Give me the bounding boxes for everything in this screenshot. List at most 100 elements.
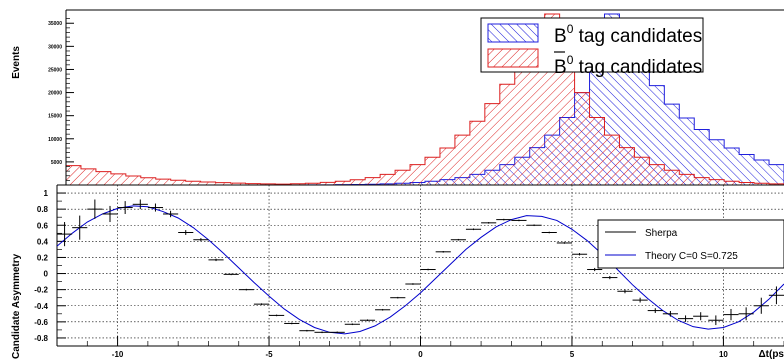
sherpa-point [420, 268, 436, 271]
sherpa-point [617, 289, 633, 294]
sherpa-point [284, 322, 300, 325]
hist-bin [514, 63, 530, 185]
hist-bin [679, 174, 695, 185]
sherpa-point [556, 242, 572, 244]
hist-bin [245, 183, 261, 185]
hist-bin [110, 173, 126, 185]
top-legend: B0 tag candidates B0 tag candidates [480, 17, 704, 78]
bottom-x-tick-label: -10 [112, 350, 124, 359]
sherpa-point [269, 314, 285, 317]
hist-bin [469, 121, 485, 185]
sherpa-point [193, 238, 209, 242]
hist-bin [559, 55, 575, 185]
bottom-y-tick-label: -0.6 [34, 318, 48, 327]
hist-bin [709, 179, 725, 185]
sherpa-point [465, 228, 482, 231]
sherpa-point [57, 222, 73, 247]
top-y-axis-title: Events [11, 46, 22, 79]
hist-bin [260, 183, 276, 185]
bottom-y-axis-title: Candidate Asymmetry [11, 253, 22, 359]
sherpa-point [435, 251, 451, 253]
sherpa-point [723, 308, 739, 321]
hist-bin [529, 41, 545, 185]
sherpa-point [359, 319, 376, 322]
sherpa-point [632, 297, 648, 303]
sherpa-point [708, 315, 724, 326]
legend-swatch-b0 [487, 23, 539, 43]
hist-bin [125, 175, 141, 185]
hist-bin [769, 164, 784, 185]
bottom-x-tick-label: 5 [570, 350, 575, 359]
hist-bin [410, 164, 425, 185]
sherpa-point [344, 323, 360, 326]
hist-bin [95, 171, 111, 185]
bottom-legend-box [597, 219, 784, 269]
hist-bin [335, 181, 351, 185]
hist-bin [709, 139, 725, 185]
sherpa-point [299, 329, 315, 332]
hist-bin [290, 183, 306, 185]
sherpa-point [314, 331, 330, 334]
bottom-y-tick-label: 0.2 [37, 253, 49, 262]
sherpa-point [511, 219, 527, 222]
hist-bin [200, 181, 216, 185]
hist-bin [454, 135, 470, 185]
sherpa-point [238, 288, 254, 291]
legend-label-b0: B0 tag candidates [554, 22, 702, 47]
sherpa-point [329, 331, 345, 334]
bottom-x-axis-title: Δt(ps [758, 349, 784, 360]
hist-bin [155, 179, 171, 185]
hist-bin [484, 103, 500, 185]
top-y-tick-label: 10000 [48, 137, 62, 143]
bottom-y-tick-label: 0 [44, 270, 49, 279]
sherpa-point [72, 215, 88, 240]
sherpa-point [147, 203, 164, 212]
legend-label-sherpa: Sherpa [645, 228, 678, 239]
bottom-x-tick-label: -5 [265, 350, 273, 359]
bottom-y-tick-label: 0.6 [37, 221, 49, 230]
hist-bin [365, 177, 381, 185]
hist-bin [679, 117, 695, 185]
sherpa-point [102, 205, 118, 223]
hist-bin [694, 129, 710, 185]
sherpa-point [178, 230, 194, 235]
top-y-tick-label: 20000 [48, 91, 62, 97]
sherpa-point [571, 253, 588, 256]
sherpa-point [677, 315, 694, 322]
hist-bin [395, 170, 411, 185]
hist-bin [439, 148, 455, 185]
sherpa-point [390, 296, 406, 299]
hist-bin [664, 104, 680, 185]
histogram-b0bar [66, 13, 784, 185]
hist-bin [649, 85, 665, 185]
hist-bin [604, 135, 620, 185]
sherpa-point [208, 258, 224, 262]
hist-bin [694, 177, 710, 185]
bottom-y-tick-label: -0.2 [34, 286, 48, 295]
sherpa-point [647, 308, 663, 313]
sherpa-point [496, 218, 512, 221]
hist-outline [66, 13, 784, 185]
hist-bin [215, 182, 231, 185]
sherpa-point [693, 312, 709, 321]
sherpa-point [662, 310, 678, 317]
sherpa-point [375, 308, 391, 311]
sherpa-point [253, 303, 270, 305]
bottom-y-tick-label: 0.8 [37, 205, 49, 214]
hist-bin [230, 183, 246, 185]
hist-bin [320, 182, 336, 185]
sherpa-point [541, 231, 557, 234]
hist-bin [80, 168, 96, 185]
hist-bin [380, 174, 396, 185]
hist-bin [499, 84, 515, 185]
hist-bin [425, 157, 440, 185]
top-histogram-panel: 5000 10000 15000 20000 25000 30000 35000 Event… [11, 9, 784, 185]
hist-bin [589, 117, 605, 185]
top-y-tick-label: 30000 [48, 44, 62, 50]
sherpa-point [117, 201, 133, 214]
bottom-x-tick-label: 10 [719, 350, 728, 359]
hist-bin [724, 148, 740, 185]
top-y-tick-label: 15000 [48, 114, 62, 120]
hist-bin [634, 157, 650, 185]
